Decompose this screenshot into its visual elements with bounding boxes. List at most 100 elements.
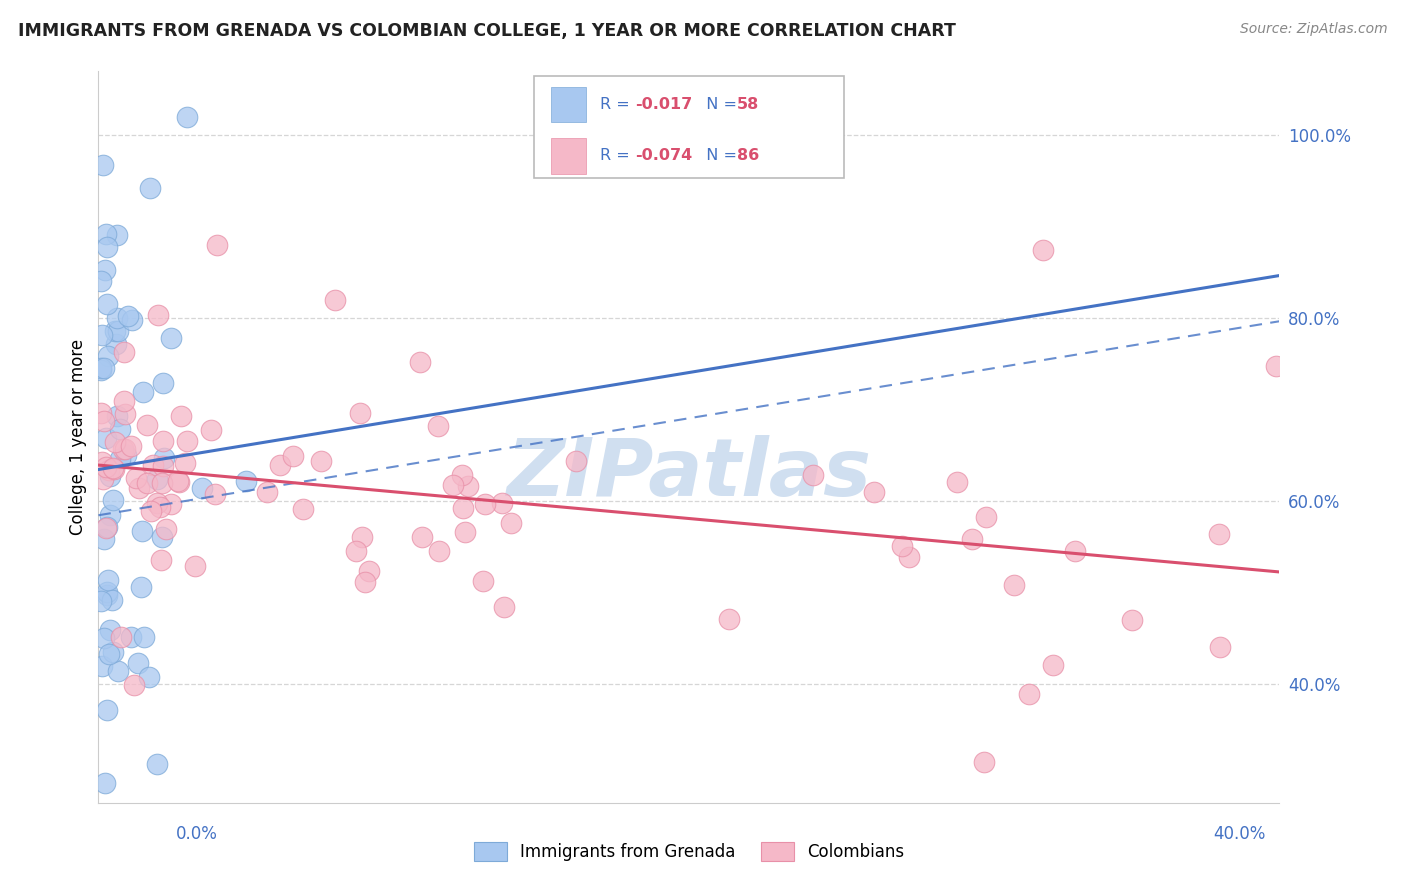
- Point: [98, 623, 121, 637]
- Point: [117, 309, 139, 323]
- Point: [457, 479, 479, 493]
- Point: [1121, 613, 1143, 627]
- Point: [427, 418, 450, 433]
- Text: 58: 58: [737, 97, 759, 112]
- Point: [121, 630, 143, 644]
- Point: [93, 414, 115, 428]
- Point: [408, 355, 430, 369]
- Point: [101, 593, 124, 607]
- Point: [93, 158, 115, 172]
- Point: [350, 530, 373, 544]
- Point: [93, 631, 115, 645]
- Text: IMMIGRANTS FROM GRENADA VS COLOMBIAN COLLEGE, 1 YEAR OR MORE CORRELATION CHART: IMMIGRANTS FROM GRENADA VS COLOMBIAN COL…: [18, 22, 956, 40]
- Point: [565, 454, 588, 468]
- Text: 0.0%: 0.0%: [176, 825, 218, 843]
- Text: Source: ZipAtlas.com: Source: ZipAtlas.com: [1240, 22, 1388, 37]
- Point: [281, 449, 304, 463]
- Text: R =: R =: [600, 148, 636, 163]
- Point: [474, 497, 496, 511]
- Point: [152, 458, 174, 473]
- Point: [176, 434, 198, 449]
- Point: [160, 331, 183, 345]
- Point: [148, 308, 170, 322]
- Point: [946, 475, 969, 490]
- Point: [131, 524, 153, 538]
- Point: [90, 274, 112, 288]
- Point: [93, 533, 115, 547]
- Legend: Immigrants from Grenada, Colombians: Immigrants from Grenada, Colombians: [467, 835, 911, 868]
- Point: [112, 393, 135, 408]
- Point: [256, 485, 278, 500]
- Point: [160, 497, 183, 511]
- Point: [135, 476, 157, 491]
- Point: [149, 553, 172, 567]
- Point: [93, 263, 115, 277]
- Point: [120, 439, 142, 453]
- Point: [97, 462, 120, 476]
- Point: [96, 521, 118, 535]
- Y-axis label: College, 1 year or more: College, 1 year or more: [69, 339, 87, 535]
- Point: [94, 227, 117, 241]
- Point: [491, 496, 513, 510]
- Point: [128, 481, 150, 495]
- Point: [96, 588, 118, 602]
- Point: [103, 461, 125, 475]
- Text: ZIPatlas: ZIPatlas: [506, 434, 872, 513]
- Point: [1209, 640, 1232, 655]
- Point: [115, 448, 138, 462]
- Text: N =: N =: [696, 97, 742, 112]
- Point: [90, 360, 112, 375]
- Point: [1018, 687, 1040, 701]
- Point: [96, 459, 118, 474]
- Point: [112, 344, 135, 359]
- Text: -0.017: -0.017: [636, 97, 693, 112]
- Point: [974, 510, 997, 524]
- Point: [344, 543, 367, 558]
- Point: [110, 631, 132, 645]
- Point: [105, 310, 128, 325]
- Point: [97, 349, 120, 363]
- Point: [1265, 359, 1288, 374]
- Text: R =: R =: [600, 97, 636, 112]
- Point: [104, 435, 127, 450]
- Point: [112, 442, 135, 456]
- Point: [114, 442, 136, 456]
- Point: [205, 238, 228, 252]
- Point: [898, 550, 921, 565]
- Point: [91, 455, 114, 469]
- Point: [93, 360, 115, 375]
- Point: [97, 573, 120, 587]
- Text: 40.0%: 40.0%: [1213, 825, 1265, 843]
- Point: [94, 776, 117, 790]
- Point: [91, 658, 114, 673]
- Point: [91, 472, 114, 486]
- Point: [107, 409, 129, 424]
- Point: [96, 584, 118, 599]
- Point: [142, 458, 165, 473]
- Point: [1208, 527, 1230, 541]
- Point: [472, 574, 495, 588]
- Point: [204, 487, 226, 501]
- Point: [235, 474, 257, 488]
- Point: [96, 703, 118, 717]
- Point: [311, 453, 333, 467]
- Point: [132, 630, 155, 644]
- Point: [150, 475, 173, 490]
- Point: [141, 504, 163, 518]
- Point: [101, 493, 124, 508]
- Point: [139, 180, 162, 194]
- Point: [90, 406, 112, 420]
- Point: [96, 297, 118, 311]
- Point: [962, 532, 984, 546]
- Point: [292, 501, 315, 516]
- Point: [94, 431, 117, 445]
- Point: [121, 313, 143, 327]
- Point: [122, 678, 145, 692]
- Point: [1064, 544, 1087, 558]
- Point: [890, 539, 912, 553]
- Point: [801, 468, 824, 483]
- Point: [108, 452, 131, 467]
- Point: [718, 612, 741, 626]
- Point: [357, 564, 380, 578]
- Text: N =: N =: [696, 148, 742, 163]
